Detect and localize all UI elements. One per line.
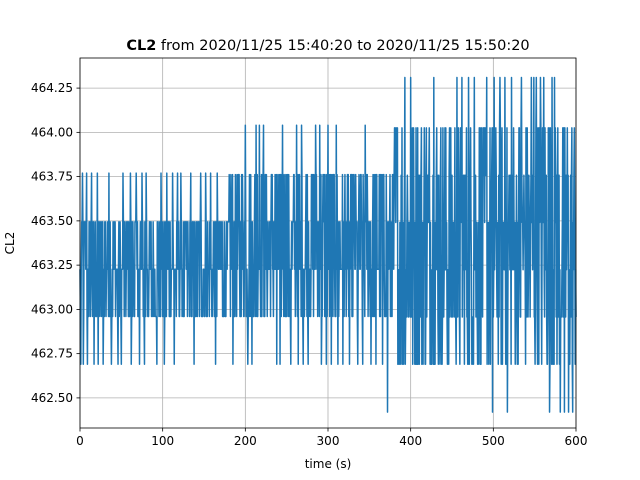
chart-title: CL2 from 2020/11/25 15:40:20 to 2020/11/… xyxy=(126,38,529,54)
x-tick-label: 0 xyxy=(76,434,84,448)
series-line xyxy=(79,76,577,413)
ticks: 0 100 200 300 400 500 600 462.50 462.75 463.00 463… xyxy=(31,81,587,448)
x-tick-label: 300 xyxy=(317,434,340,448)
x-tick-label: 600 xyxy=(565,434,588,448)
plot-frame xyxy=(79,57,577,429)
x-tick-label: 200 xyxy=(234,434,257,448)
x-tick-label: 400 xyxy=(399,434,422,448)
y-tick-label: 462.75 xyxy=(31,347,73,361)
y-tick-label: 463.00 xyxy=(31,302,73,316)
y-tick-label: 464.00 xyxy=(31,125,73,139)
x-tick-label: 100 xyxy=(151,434,174,448)
y-axis-label: CL2 xyxy=(3,232,17,255)
x-tick-label: 500 xyxy=(482,434,505,448)
y-tick-label: 463.25 xyxy=(31,258,73,272)
x-axis-label: time (s) xyxy=(305,457,352,471)
series-cl2 xyxy=(79,76,577,413)
y-tick-label: 463.75 xyxy=(31,170,73,184)
y-tick-label: 462.50 xyxy=(31,391,73,405)
y-tick-label: 463.50 xyxy=(31,214,73,228)
chart-title-rest: from 2020/11/25 15:40:20 to 2020/11/25 1… xyxy=(156,38,529,54)
y-tick-label: 464.25 xyxy=(31,81,73,95)
chart-title-bold: CL2 xyxy=(126,38,156,54)
